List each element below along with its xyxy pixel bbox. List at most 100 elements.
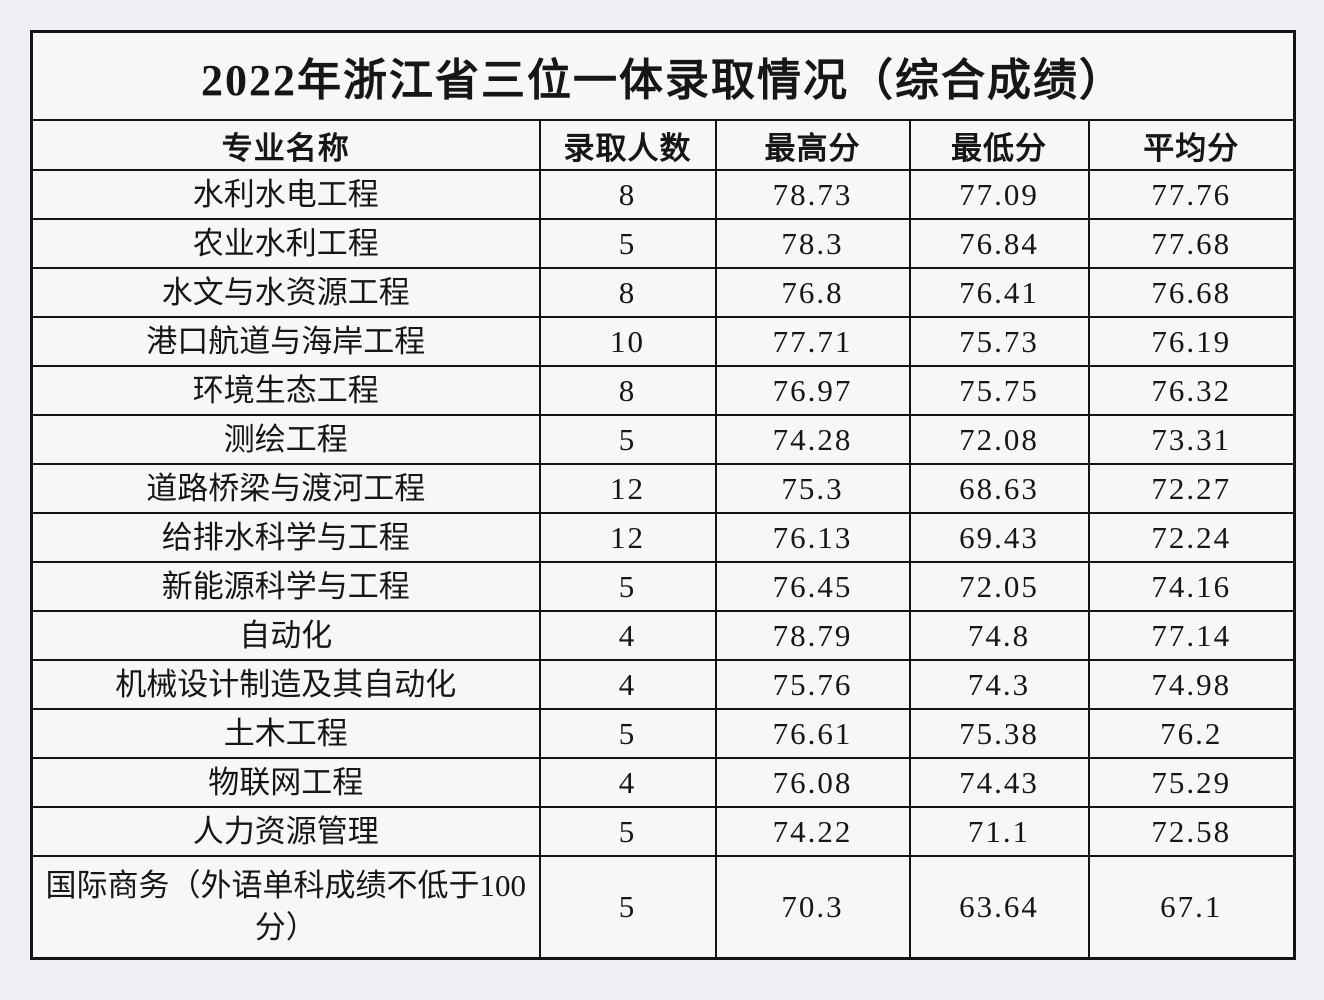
min-score-cell: 68.63 bbox=[908, 463, 1090, 514]
avg-score-cell: 74.16 bbox=[1087, 561, 1296, 612]
major-name-cell: 自动化 bbox=[30, 610, 541, 661]
min-score-cell: 75.38 bbox=[908, 708, 1090, 759]
major-name-cell: 水利水电工程 bbox=[30, 169, 541, 220]
column-header-min-score: 最低分 bbox=[908, 119, 1090, 171]
min-score-cell: 63.64 bbox=[908, 855, 1090, 960]
table-row: 土木工程 5 76.61 75.38 76.2 bbox=[30, 708, 1296, 759]
table-title: 2022年浙江省三位一体录取情况（综合成绩） bbox=[30, 30, 1296, 121]
table-row: 自动化 4 78.79 74.8 77.14 bbox=[30, 610, 1296, 661]
table-row: 水利水电工程 8 78.73 77.09 77.76 bbox=[30, 169, 1296, 220]
max-score-cell: 74.22 bbox=[714, 806, 911, 857]
max-score-cell: 76.08 bbox=[714, 757, 911, 808]
min-score-cell: 77.09 bbox=[908, 169, 1090, 220]
admitted-count-cell: 4 bbox=[538, 757, 717, 808]
max-score-cell: 75.76 bbox=[714, 659, 911, 710]
admitted-count-cell: 12 bbox=[538, 512, 717, 563]
avg-score-cell: 75.29 bbox=[1087, 757, 1296, 808]
admissions-table: 2022年浙江省三位一体录取情况（综合成绩） 专业名称 录取人数 最高分 最低分 平均分… bbox=[30, 30, 1297, 960]
title-row: 2022年浙江省三位一体录取情况（综合成绩） bbox=[30, 30, 1296, 121]
major-name-cell: 土木工程 bbox=[30, 708, 541, 759]
avg-score-cell: 72.24 bbox=[1087, 512, 1296, 563]
max-score-cell: 70.3 bbox=[714, 855, 911, 960]
major-name-cell: 水文与水资源工程 bbox=[30, 267, 541, 318]
max-score-cell: 77.71 bbox=[714, 316, 911, 367]
admitted-count-cell: 5 bbox=[538, 218, 717, 269]
table-row: 农业水利工程 5 78.3 76.84 77.68 bbox=[30, 218, 1296, 269]
table-row: 测绘工程 5 74.28 72.08 73.31 bbox=[30, 414, 1296, 465]
min-score-cell: 75.75 bbox=[908, 365, 1090, 416]
max-score-cell: 74.28 bbox=[714, 414, 911, 465]
admitted-count-cell: 8 bbox=[538, 365, 717, 416]
avg-score-cell: 76.68 bbox=[1087, 267, 1296, 318]
max-score-cell: 78.73 bbox=[714, 169, 911, 220]
column-header-avg-score: 平均分 bbox=[1087, 119, 1296, 171]
max-score-cell: 76.13 bbox=[714, 512, 911, 563]
admitted-count-cell: 8 bbox=[538, 169, 717, 220]
min-score-cell: 71.1 bbox=[908, 806, 1090, 857]
min-score-cell: 72.08 bbox=[908, 414, 1090, 465]
admitted-count-cell: 5 bbox=[538, 414, 717, 465]
table-row: 环境生态工程 8 76.97 75.75 76.32 bbox=[30, 365, 1296, 416]
admitted-count-cell: 10 bbox=[538, 316, 717, 367]
major-name-cell: 国际商务（外语单科成绩不低于100分） bbox=[30, 855, 541, 960]
table-row: 给排水科学与工程 12 76.13 69.43 72.24 bbox=[30, 512, 1296, 563]
major-name-cell: 给排水科学与工程 bbox=[30, 512, 541, 563]
table-row: 道路桥梁与渡河工程 12 75.3 68.63 72.27 bbox=[30, 463, 1296, 514]
min-score-cell: 74.43 bbox=[908, 757, 1090, 808]
avg-score-cell: 72.27 bbox=[1087, 463, 1296, 514]
major-name-cell: 环境生态工程 bbox=[30, 365, 541, 416]
major-name-cell: 港口航道与海岸工程 bbox=[30, 316, 541, 367]
major-name-cell: 新能源科学与工程 bbox=[30, 561, 541, 612]
admitted-count-cell: 4 bbox=[538, 610, 717, 661]
min-score-cell: 75.73 bbox=[908, 316, 1090, 367]
admitted-count-cell: 5 bbox=[538, 561, 717, 612]
table-row: 水文与水资源工程 8 76.8 76.41 76.68 bbox=[30, 267, 1296, 318]
table-row: 人力资源管理 5 74.22 71.1 72.58 bbox=[30, 806, 1296, 857]
avg-score-cell: 77.14 bbox=[1087, 610, 1296, 661]
table-row: 国际商务（外语单科成绩不低于100分） 5 70.3 63.64 67.1 bbox=[30, 855, 1296, 960]
major-name-cell: 物联网工程 bbox=[30, 757, 541, 808]
max-score-cell: 75.3 bbox=[714, 463, 911, 514]
major-name-cell: 机械设计制造及其自动化 bbox=[30, 659, 541, 710]
avg-score-cell: 74.98 bbox=[1087, 659, 1296, 710]
table-row: 物联网工程 4 76.08 74.43 75.29 bbox=[30, 757, 1296, 808]
avg-score-cell: 73.31 bbox=[1087, 414, 1296, 465]
min-score-cell: 76.41 bbox=[908, 267, 1090, 318]
max-score-cell: 76.8 bbox=[714, 267, 911, 318]
min-score-cell: 74.8 bbox=[908, 610, 1090, 661]
table-row: 机械设计制造及其自动化 4 75.76 74.3 74.98 bbox=[30, 659, 1296, 710]
admitted-count-cell: 8 bbox=[538, 267, 717, 318]
max-score-cell: 78.3 bbox=[714, 218, 911, 269]
admitted-count-cell: 5 bbox=[538, 855, 717, 960]
major-name-cell: 道路桥梁与渡河工程 bbox=[30, 463, 541, 514]
admitted-count-cell: 4 bbox=[538, 659, 717, 710]
avg-score-cell: 72.58 bbox=[1087, 806, 1296, 857]
column-header-max-score: 最高分 bbox=[714, 119, 911, 171]
column-header-admitted-count: 录取人数 bbox=[538, 119, 717, 171]
table-row: 新能源科学与工程 5 76.45 72.05 74.16 bbox=[30, 561, 1296, 612]
min-score-cell: 69.43 bbox=[908, 512, 1090, 563]
admitted-count-cell: 5 bbox=[538, 708, 717, 759]
avg-score-cell: 76.32 bbox=[1087, 365, 1296, 416]
admitted-count-cell: 5 bbox=[538, 806, 717, 857]
max-score-cell: 76.97 bbox=[714, 365, 911, 416]
major-name-cell: 测绘工程 bbox=[30, 414, 541, 465]
major-name-cell: 农业水利工程 bbox=[30, 218, 541, 269]
major-name-cell: 人力资源管理 bbox=[30, 806, 541, 857]
max-score-cell: 78.79 bbox=[714, 610, 911, 661]
avg-score-cell: 76.2 bbox=[1087, 708, 1296, 759]
admitted-count-cell: 12 bbox=[538, 463, 717, 514]
header-row: 专业名称 录取人数 最高分 最低分 平均分 bbox=[30, 119, 1296, 171]
column-header-major-name: 专业名称 bbox=[30, 119, 541, 171]
avg-score-cell: 77.68 bbox=[1087, 218, 1296, 269]
avg-score-cell: 67.1 bbox=[1087, 855, 1296, 960]
avg-score-cell: 77.76 bbox=[1087, 169, 1296, 220]
max-score-cell: 76.45 bbox=[714, 561, 911, 612]
min-score-cell: 76.84 bbox=[908, 218, 1090, 269]
min-score-cell: 72.05 bbox=[908, 561, 1090, 612]
avg-score-cell: 76.19 bbox=[1087, 316, 1296, 367]
table-row: 港口航道与海岸工程 10 77.71 75.73 76.19 bbox=[30, 316, 1296, 367]
max-score-cell: 76.61 bbox=[714, 708, 911, 759]
min-score-cell: 74.3 bbox=[908, 659, 1090, 710]
